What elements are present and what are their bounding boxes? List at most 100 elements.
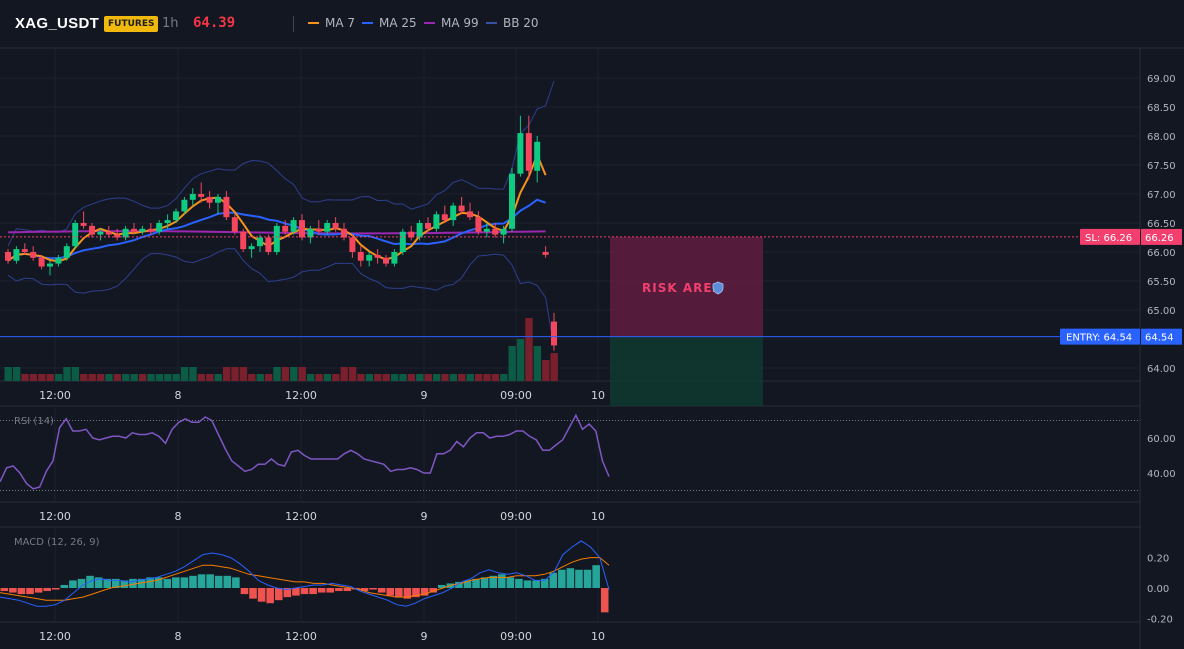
reward-area-zone[interactable] <box>610 336 763 406</box>
volume-bar <box>525 318 533 381</box>
macd-hist-bar <box>112 578 120 588</box>
time-tick-label: 10 <box>591 630 605 643</box>
time-tick-label: 8 <box>175 510 182 523</box>
symbol-name[interactable]: XAG_USDT <box>15 15 100 32</box>
macd-hist-bar <box>172 577 180 588</box>
volume-bar <box>88 374 96 381</box>
entry-axis-label <box>1141 328 1182 345</box>
bollinger-bands <box>7 80 555 348</box>
time-tick-label: 09:00 <box>500 510 532 523</box>
candle-body <box>97 231 104 235</box>
macd-label[interactable]: MACD (12, 26, 9) <box>14 537 100 548</box>
volume-bar <box>180 367 189 381</box>
chart-header: XAG_USDT FUTURES 1h 64.39 MA 7 MA 25 MA … <box>0 0 1184 48</box>
macd-hist-bar <box>377 588 386 593</box>
risk-area-zone[interactable] <box>610 236 763 337</box>
macd-hist-bar <box>583 569 592 588</box>
macd-hist-bar <box>51 588 60 590</box>
risk-area-label: RISK AREA <box>642 281 723 295</box>
ma7-swatch <box>308 22 319 24</box>
macd-hist-bar <box>9 588 17 593</box>
candle-body <box>273 225 280 252</box>
candle-body <box>198 194 205 197</box>
macd-hist-bar <box>532 580 540 588</box>
macd-hist-bar <box>146 577 154 588</box>
candle-body <box>399 231 406 252</box>
macd-hist-bar <box>77 578 86 588</box>
macd-hist-bar <box>103 578 112 588</box>
macd-hist-bar <box>240 588 249 595</box>
volume-bar <box>113 374 122 381</box>
legend-ma25[interactable]: MA 25 <box>362 16 417 30</box>
macd-line <box>0 540 610 607</box>
candle-body <box>450 205 457 221</box>
candle-body <box>433 214 440 229</box>
volume-bar <box>222 367 231 381</box>
candle-body <box>551 321 557 346</box>
macd-hist-bar <box>412 588 420 598</box>
legend-bb20[interactable]: BB 20 <box>486 16 539 30</box>
candle-body <box>467 211 473 218</box>
volume-bar <box>21 374 29 381</box>
volume-bar <box>399 374 407 381</box>
macd-hist-bar <box>43 588 51 592</box>
candle-body <box>189 194 196 200</box>
volume-bar <box>46 374 54 381</box>
macd-hist-bar <box>26 588 34 595</box>
volume-bar <box>172 374 180 381</box>
bb20-swatch <box>486 22 497 24</box>
price-tick-label: 69.00 <box>1147 74 1176 85</box>
time-tick-label: 9 <box>421 630 428 643</box>
candle-body <box>122 228 129 238</box>
macd-hist-bar <box>437 584 446 588</box>
macd-hist-bar <box>214 575 223 588</box>
candle-body <box>383 257 389 264</box>
volume-bar <box>416 374 424 381</box>
legend-ma7[interactable]: MA 7 <box>308 16 355 30</box>
candle-body <box>525 133 532 171</box>
macd-hist-bar <box>600 588 609 613</box>
candle-body <box>181 199 188 212</box>
legend-ma99[interactable]: MA 99 <box>424 16 479 30</box>
volume-bar <box>264 374 273 381</box>
candle-body <box>425 223 431 229</box>
candle-body <box>38 257 45 267</box>
candle-body <box>139 228 146 232</box>
ma99-swatch <box>424 22 435 24</box>
volume-bar <box>248 374 256 381</box>
time-axes[interactable]: 12:00 8 12:00 9 09:00 10 12:00 8 12:00 9 09:00 10 12… <box>39 389 605 643</box>
volume-bar <box>189 367 197 381</box>
candle-body <box>265 237 272 252</box>
volume-bar <box>38 374 46 381</box>
candle-body <box>441 214 448 221</box>
macd-hist-bar <box>463 580 472 588</box>
volume-bar <box>348 367 357 381</box>
volume-bar <box>231 367 239 381</box>
rsi-label[interactable]: RSI (14) <box>14 416 54 427</box>
macd-hist-bar <box>455 581 463 588</box>
macd-hist-bar <box>566 568 575 588</box>
candle-body <box>475 217 482 232</box>
macd-hist-bar <box>223 575 232 588</box>
macd-hist-bar <box>326 588 335 593</box>
candle-body <box>500 228 507 235</box>
candle-body <box>114 234 121 238</box>
volume-bar <box>483 374 491 381</box>
macd-hist-bar <box>34 588 43 593</box>
volume-bar <box>54 374 63 381</box>
legend-ma99-label: MA 99 <box>441 16 479 30</box>
time-tick-label: 8 <box>175 389 182 402</box>
macd-hist-bar <box>558 569 566 588</box>
legend-ma25-label: MA 25 <box>379 16 417 30</box>
timeframe-label[interactable]: 1h <box>162 16 179 31</box>
rsi-line <box>0 413 610 490</box>
candle-body <box>357 252 364 261</box>
candle-body <box>55 257 62 264</box>
sl-price-badge <box>1080 228 1140 245</box>
volume-bar <box>441 374 449 381</box>
candle-body <box>156 223 163 232</box>
candle-body <box>290 220 297 232</box>
volume-bar <box>147 374 155 381</box>
macd-hist-bar <box>283 588 292 598</box>
